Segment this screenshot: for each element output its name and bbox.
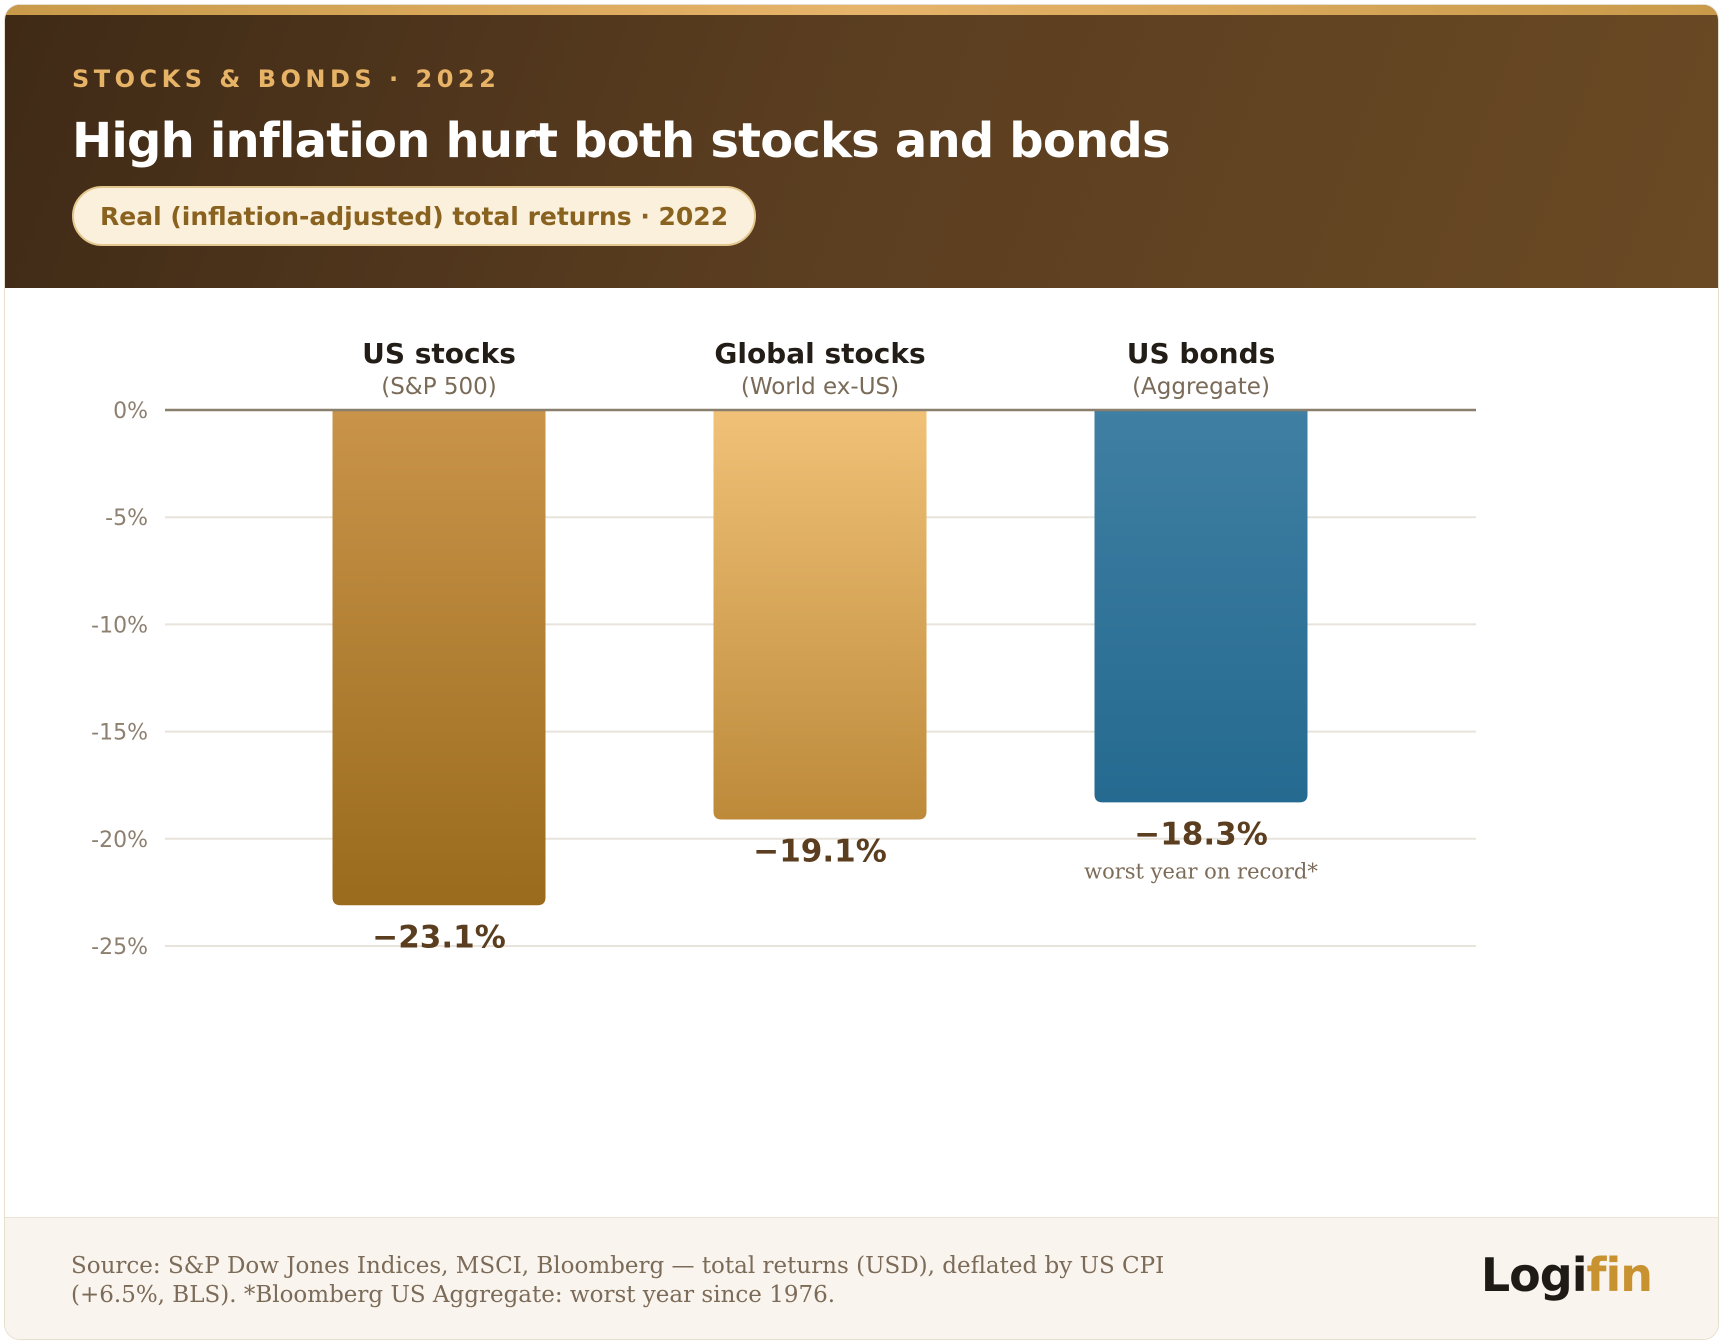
- subtitle-pill: Real (inflation-adjusted) total returns …: [72, 186, 757, 246]
- kicker: STOCKS & BONDS · 2022: [72, 65, 501, 93]
- data-label: −23.1%: [372, 919, 506, 955]
- category-sublabel: (Aggregate): [1132, 374, 1270, 400]
- logo: Logifin: [1480, 1248, 1653, 1302]
- category-label: Global stocks: [714, 337, 925, 370]
- category-sublabel: (S&P 500): [381, 374, 497, 400]
- bar: [332, 410, 546, 906]
- y-tick-label: -5%: [105, 506, 148, 531]
- header-banner: STOCKS & BONDS · 2022 High inflation hur…: [5, 5, 1718, 288]
- category-label: US stocks: [362, 337, 516, 370]
- top-accent-line: [5, 5, 1718, 15]
- y-tick-label: -25%: [91, 935, 148, 960]
- y-tick-label: -15%: [91, 721, 148, 746]
- bar: [713, 410, 927, 820]
- chart-card: STOCKS & BONDS · 2022 High inflation hur…: [4, 4, 1719, 1340]
- y-tick-label: 0%: [113, 399, 148, 424]
- data-label: −19.1%: [753, 834, 887, 870]
- y-tick-label: -10%: [91, 613, 148, 638]
- source-line-1: Source: S&P Dow Jones Indices, MSCI, Blo…: [71, 1253, 1165, 1279]
- bar-annotation: worst year on record*: [1084, 859, 1318, 883]
- category-label: US bonds: [1127, 337, 1276, 370]
- y-tick-label: -20%: [91, 828, 148, 853]
- bar-chart: 0% -5% -10% -15% -20% -25% US stocks (S&P 500) −…: [91, 337, 1476, 960]
- source-line-2: (+6.5%, BLS). *Bloomberg US Aggregate: w…: [71, 1282, 836, 1308]
- source-note: Source: S&P Dow Jones Indices, MSCI, Blo…: [71, 1252, 1171, 1310]
- logo-part-1: Logi: [1480, 1248, 1588, 1302]
- category-sublabel: (World ex-US): [741, 374, 899, 400]
- footer: Source: S&P Dow Jones Indices, MSCI, Blo…: [5, 1217, 1718, 1339]
- bar: [1094, 410, 1308, 803]
- data-label: −18.3%: [1134, 816, 1268, 852]
- logo-part-2: fin: [1586, 1248, 1653, 1302]
- page-title: High inflation hurt both stocks and bond…: [72, 113, 1171, 169]
